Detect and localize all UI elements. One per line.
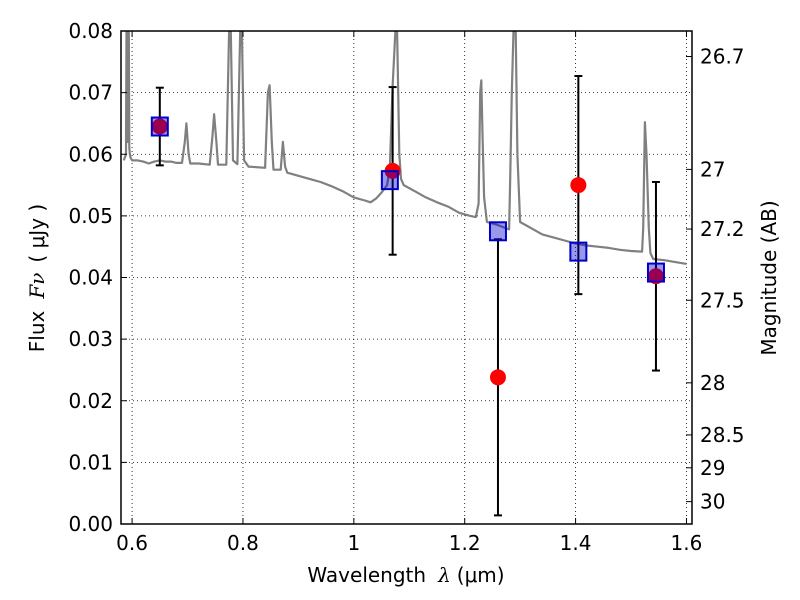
plot-frame — [120, 30, 693, 525]
observed-point — [570, 177, 587, 194]
y-tick-label: 0.05 — [68, 204, 113, 228]
magnitude-tick-label: 30 — [700, 490, 725, 514]
magnitude-tick-label: 29 — [700, 456, 725, 480]
observed-points — [151, 118, 664, 386]
model-spectrum-line — [122, 31, 687, 265]
magnitude-tick-label: 26.7 — [700, 45, 745, 69]
y-axis-label-symbol: Fν — [25, 273, 49, 300]
x-tick-label: 0.8 — [227, 531, 259, 555]
x-tick-label: 1.6 — [671, 531, 703, 555]
magnitude-axis-label: Magnitude (AB) — [757, 200, 781, 355]
observed-point — [489, 369, 506, 386]
model-photometry-point — [646, 262, 665, 283]
x-axis-label-symbol: λ — [437, 563, 451, 587]
observed-point — [151, 118, 168, 135]
y-tick-labels: 0.00 0.01 0.02 0.03 0.04 0.05 0.06 0.07 0.08 — [68, 19, 113, 536]
x-tick-labels: 0.6 0.8 1 1.2 1.4 1.6 — [116, 531, 702, 555]
error-bars — [155, 74, 660, 517]
model-photometry-points — [150, 116, 665, 283]
y-axis-label: Flux Fν ( μJy ) — [25, 204, 49, 352]
observed-point — [647, 268, 664, 285]
magnitude-tick-label: 27.5 — [700, 288, 745, 312]
y-tick-label: 0.06 — [68, 142, 113, 166]
model-photometry-point — [380, 170, 399, 191]
y-tick-label: 0.00 — [68, 512, 113, 536]
x-tick-label: 1 — [347, 531, 360, 555]
x-tick-label: 0.6 — [116, 531, 148, 555]
y-axis-label-prefix: Flux — [25, 310, 49, 352]
magnitude-tick-label: 28 — [700, 371, 725, 395]
model-photometry-point — [150, 116, 169, 137]
x-axis-label-prefix: Wavelength — [307, 563, 426, 587]
y-axis-label-unit: ( μJy ) — [25, 204, 49, 263]
x-tick-label: 1.2 — [449, 531, 481, 555]
magnitude-tick-label: 28.5 — [700, 423, 745, 447]
x-axis-label-unit: (μm) — [457, 563, 505, 587]
model-spectrum-layer — [122, 31, 687, 265]
y-tick-label: 0.03 — [68, 327, 113, 351]
y-tick-label: 0.08 — [68, 19, 113, 43]
axis-ticks — [121, 30, 692, 525]
y-tick-label: 0.02 — [68, 389, 113, 413]
magnitude-tick-label: 27.2 — [700, 217, 745, 241]
y-tick-label: 0.01 — [68, 450, 113, 474]
model-photometry-point — [488, 221, 507, 242]
magnitude-tick-label: 27 — [700, 157, 725, 181]
x-axis-label: Wavelength λ (μm) — [307, 563, 504, 587]
grid-lines — [121, 30, 692, 525]
y-tick-label: 0.04 — [68, 266, 113, 290]
x-tick-label: 1.4 — [560, 531, 592, 555]
y-tick-label: 0.07 — [68, 81, 113, 105]
magnitude-tick-labels: 26.7 27 27.2 27.5 28 28.5 29 30 — [700, 45, 745, 514]
model-photometry-point — [569, 241, 588, 262]
